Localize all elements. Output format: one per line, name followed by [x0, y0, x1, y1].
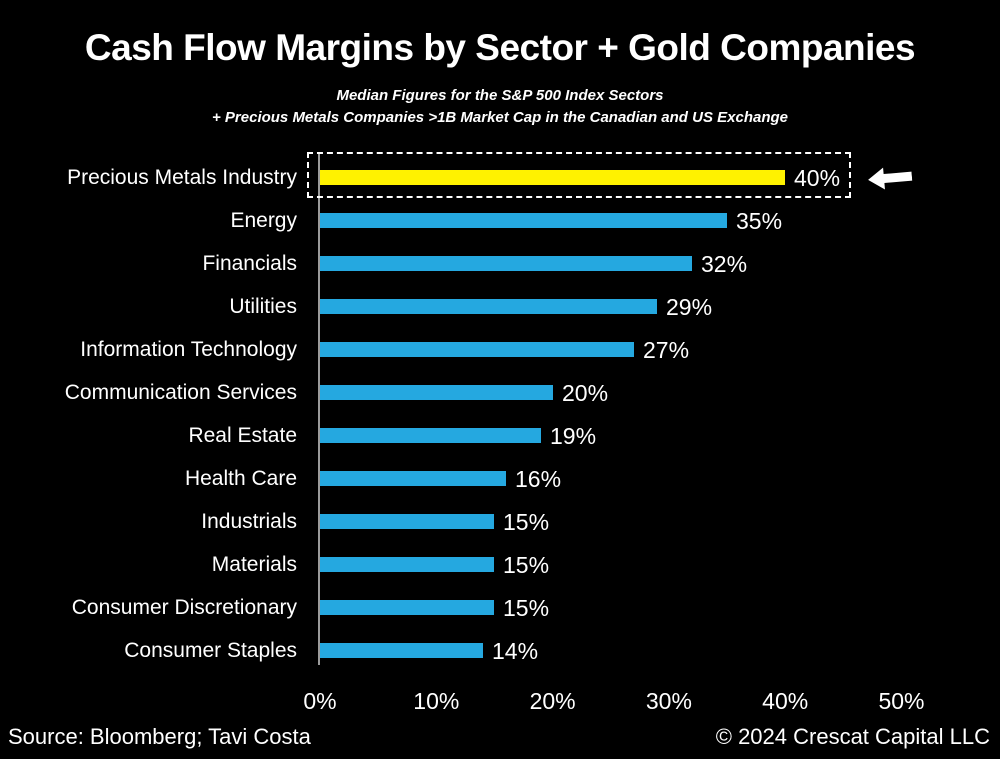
x-axis-tick: 0%	[303, 688, 337, 714]
x-axis-tick: 50%	[878, 688, 925, 714]
value-label: 40%	[794, 164, 841, 191]
category-label: Financials	[202, 251, 297, 275]
bar	[320, 600, 494, 615]
value-label: 35%	[736, 207, 783, 234]
y-axis-line	[318, 152, 320, 665]
bar	[320, 514, 494, 529]
bar	[320, 643, 483, 658]
category-label: Information Technology	[80, 337, 297, 361]
copyright-note: © 2024 Crescat Capital LLC	[715, 724, 990, 749]
value-label: 14%	[492, 637, 539, 664]
value-label: 19%	[550, 422, 597, 449]
value-label: 32%	[701, 250, 748, 277]
category-label: Real Estate	[188, 423, 297, 447]
bar	[320, 557, 494, 572]
value-label: 15%	[503, 508, 550, 535]
category-label: Communication Services	[64, 380, 297, 404]
chart-title: Cash Flow Margins by Sector + Gold Compa…	[84, 27, 916, 68]
category-label: Consumer Discretionary	[71, 595, 297, 619]
value-label: 29%	[666, 293, 713, 320]
footer: Source: Bloomberg; Tavi Costa © 2024 Cre…	[8, 724, 990, 750]
value-label: 20%	[562, 379, 609, 406]
source-note: Source: Bloomberg; Tavi Costa	[8, 724, 311, 749]
bar	[320, 213, 727, 228]
value-label: 15%	[503, 594, 550, 621]
bar	[320, 256, 692, 271]
value-label: 16%	[515, 465, 562, 492]
category-label: Utilities	[229, 294, 297, 318]
x-axis-tick: 40%	[762, 688, 809, 714]
category-label: Energy	[230, 208, 297, 232]
value-label: 15%	[503, 551, 550, 578]
bar	[320, 428, 541, 443]
x-axis-tick: 20%	[529, 688, 576, 714]
chart-subtitle-line2: + Precious Metals Companies >1B Market C…	[211, 109, 788, 126]
category-label: Consumer Staples	[124, 638, 297, 662]
highlight-box	[307, 152, 851, 198]
bar	[320, 299, 657, 314]
bar	[320, 471, 506, 486]
chart-subtitle-line1: Median Figures for the S&P 500 Index Sec…	[336, 87, 664, 104]
category-label: Precious Metals Industry	[67, 165, 297, 189]
bar	[320, 385, 553, 400]
bar-highlighted	[320, 170, 785, 185]
x-axis-tick: 30%	[645, 688, 692, 714]
category-label: Industrials	[201, 509, 297, 533]
x-axis-tick: 10%	[413, 688, 460, 714]
bar	[320, 342, 634, 357]
category-label: Materials	[211, 552, 297, 576]
left-arrow-icon	[868, 167, 913, 190]
value-label: 27%	[643, 336, 690, 363]
category-label: Health Care	[184, 466, 297, 490]
